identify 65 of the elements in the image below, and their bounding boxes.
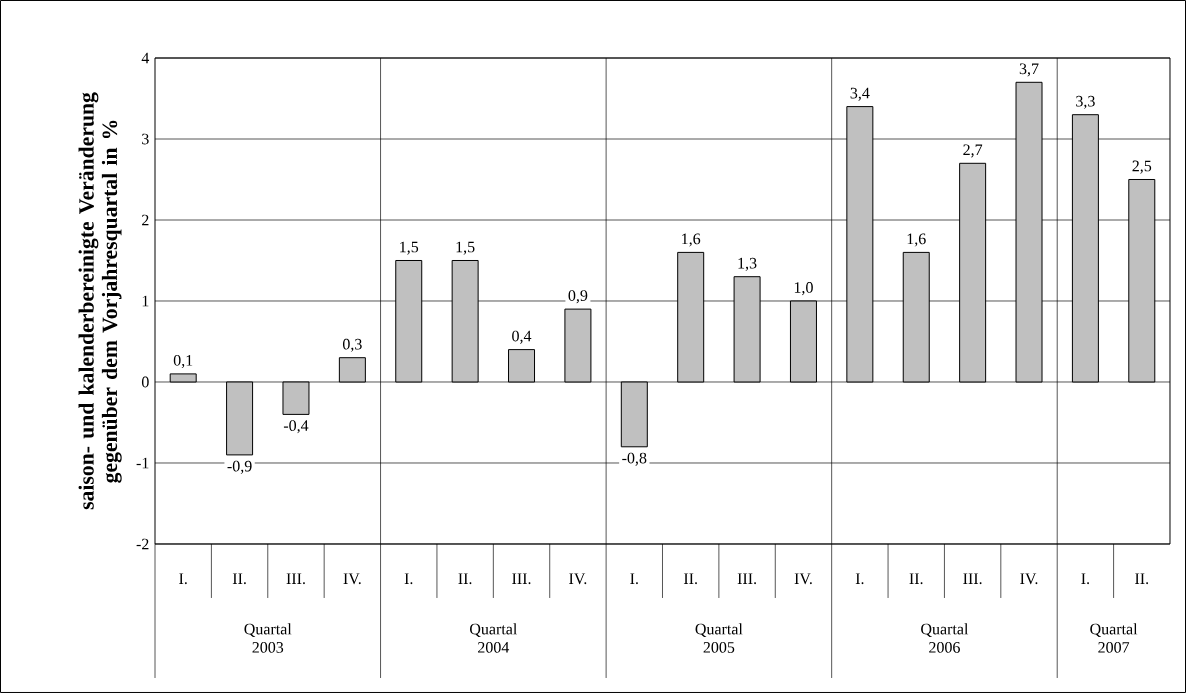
data-label: 1,0 (794, 282, 813, 296)
x-tick-label: III. (963, 573, 982, 585)
data-label: -0,8 (622, 452, 647, 466)
text: Quartal 2004 (470, 623, 518, 653)
x-tick-label: III. (737, 573, 757, 585)
data-label: -0,9 (227, 460, 252, 474)
x-tick-label: II. (458, 573, 472, 585)
x-tick-label: II. (909, 573, 923, 585)
bar (789, 300, 817, 383)
bar (620, 381, 648, 448)
data-label: 0,9 (568, 290, 588, 304)
x-tick-label: IV. (343, 573, 361, 585)
x-tick-label: III. (286, 573, 305, 585)
y-tick-label: 4 (141, 52, 150, 64)
data-label: 2,7 (963, 144, 983, 158)
x-tick-label: II. (232, 573, 246, 585)
bar (1071, 114, 1099, 383)
bar (1128, 179, 1156, 383)
x-tick-label: I. (855, 573, 864, 585)
x-tick-label: III. (512, 573, 531, 585)
data-label: 0,3 (342, 338, 362, 352)
x-tick-label: IV. (794, 573, 812, 585)
data-label: 0,1 (173, 354, 193, 369)
data-label: 2,5 (1132, 160, 1152, 174)
x-tick-label: IV. (1020, 573, 1038, 585)
data-label: 1,3 (738, 257, 757, 271)
bar (564, 308, 592, 383)
y-tick-label: -2 (136, 538, 149, 550)
data-label: 3,7 (1019, 63, 1039, 77)
x-tick-label: IV. (569, 573, 587, 585)
text: Quartal 2003 (244, 623, 292, 653)
x-tick-label: I. (404, 573, 413, 585)
x-tick-label: I. (1081, 573, 1090, 585)
data-label: 1,6 (682, 233, 701, 247)
data-label: 1,6 (907, 233, 926, 247)
text: Quartal 2005 (695, 623, 743, 653)
y-tick-label: -1 (136, 457, 149, 469)
bar (959, 162, 987, 383)
data-label: 0,4 (512, 330, 532, 344)
bar (338, 357, 366, 383)
data-label: 1,5 (400, 241, 419, 255)
y-tick-label: 3 (142, 133, 149, 145)
bar (508, 349, 536, 383)
text: Quartal 2007 (1090, 623, 1138, 653)
x-tick-label: II. (1135, 573, 1149, 585)
y-tick-label: 2 (142, 214, 149, 226)
bar (451, 260, 479, 383)
x-tick-label: I. (630, 573, 638, 585)
bar (282, 381, 310, 415)
data-label: 3,4 (850, 87, 870, 101)
bar (395, 260, 423, 383)
data-label: 1,5 (456, 241, 475, 255)
text: Quartal 2006 (921, 623, 969, 653)
bar (169, 373, 197, 383)
data-label: 3,3 (1076, 95, 1095, 109)
x-tick-label: II. (683, 573, 697, 585)
bar (1015, 81, 1043, 383)
y-tick-label: 0 (141, 376, 149, 388)
bar (226, 381, 254, 456)
x-tick-label: I. (179, 573, 187, 585)
bar (733, 276, 761, 383)
bar (846, 106, 874, 383)
y-axis-title: saison- und kalenderbereinigte Veränderung gegenüber dem Vorjahresquartal in % (78, 92, 122, 510)
data-label: -0,4 (283, 420, 309, 434)
y-tick-label: 1 (142, 295, 149, 307)
